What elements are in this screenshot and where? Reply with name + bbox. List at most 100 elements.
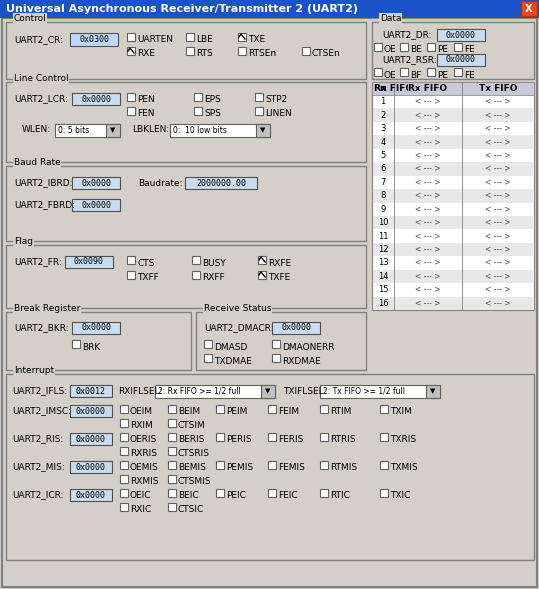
Bar — [72, 199, 120, 211]
Bar — [320, 385, 440, 398]
Bar — [168, 461, 176, 469]
Bar — [185, 177, 257, 189]
Text: Break Register: Break Register — [14, 304, 80, 313]
Text: PEMIS: PEMIS — [226, 464, 253, 472]
Text: < --- >: < --- > — [415, 245, 441, 254]
Text: RTSEn: RTSEn — [248, 49, 276, 58]
Text: 16: 16 — [378, 299, 388, 308]
Bar — [70, 385, 112, 397]
Text: FEMIS: FEMIS — [278, 464, 305, 472]
Text: 7: 7 — [381, 178, 386, 187]
Text: ▼: ▼ — [265, 389, 271, 395]
Text: ▼: ▼ — [430, 389, 436, 395]
Bar — [194, 93, 202, 101]
Bar — [6, 22, 366, 79]
Bar — [194, 107, 202, 115]
Text: OEIC: OEIC — [130, 491, 151, 501]
Bar — [127, 93, 135, 101]
Bar — [238, 47, 246, 55]
Text: DMASD: DMASD — [214, 342, 247, 352]
Text: BF: BF — [410, 71, 421, 80]
Bar — [261, 385, 275, 398]
Bar — [168, 489, 176, 497]
Text: < --- >: < --- > — [485, 299, 511, 308]
Text: BERIS: BERIS — [178, 435, 204, 445]
Text: 0: 5 bits: 0: 5 bits — [58, 126, 89, 135]
Text: RTS: RTS — [196, 49, 213, 58]
Text: BRK: BRK — [82, 342, 100, 352]
Bar — [320, 489, 328, 497]
Text: 0x0000: 0x0000 — [76, 462, 106, 472]
Text: 0x0300: 0x0300 — [79, 35, 109, 44]
Text: < --- >: < --- > — [415, 111, 441, 120]
Text: UART2_IMSC:: UART2_IMSC: — [12, 406, 71, 415]
Text: < --- >: < --- > — [485, 164, 511, 173]
Text: n: n — [380, 84, 386, 93]
Text: 0x0000: 0x0000 — [81, 94, 111, 104]
Bar — [0, 0, 539, 18]
Text: < --- >: < --- > — [485, 218, 511, 227]
Bar — [427, 43, 435, 51]
Text: TXFE: TXFE — [268, 273, 290, 283]
Bar — [186, 33, 194, 41]
Text: Interrupt: Interrupt — [14, 366, 54, 375]
Text: Control: Control — [14, 14, 47, 23]
Bar — [454, 68, 462, 76]
Bar — [120, 475, 128, 483]
Bar — [192, 271, 200, 279]
Bar — [320, 433, 328, 441]
Text: BEIM: BEIM — [178, 408, 200, 416]
Bar — [72, 177, 120, 189]
Text: 0x0000: 0x0000 — [81, 178, 111, 187]
Text: FEIM: FEIM — [278, 408, 299, 416]
Text: Baudrate:: Baudrate: — [138, 178, 183, 187]
Text: 14: 14 — [378, 272, 388, 281]
Bar — [373, 162, 533, 176]
Bar — [55, 124, 120, 137]
Bar — [238, 33, 246, 41]
Bar — [373, 108, 533, 122]
Bar — [374, 68, 382, 76]
Text: 0x0000: 0x0000 — [281, 323, 311, 333]
Bar — [374, 43, 382, 51]
Text: PE: PE — [437, 45, 448, 55]
Text: OEIM: OEIM — [130, 408, 153, 416]
Text: RTIC: RTIC — [330, 491, 350, 501]
Text: PERIS: PERIS — [226, 435, 252, 445]
Text: ▼: ▼ — [260, 127, 266, 134]
Bar — [380, 433, 388, 441]
Text: 0x0090: 0x0090 — [74, 257, 104, 266]
Bar — [372, 82, 534, 310]
Bar — [120, 447, 128, 455]
Bar — [70, 33, 118, 46]
Text: TXIM: TXIM — [390, 408, 412, 416]
Text: < --- >: < --- > — [415, 137, 441, 147]
Bar — [168, 503, 176, 511]
Text: RXIC: RXIC — [130, 505, 151, 515]
Text: < --- >: < --- > — [485, 191, 511, 200]
Text: < --- >: < --- > — [485, 111, 511, 120]
Text: < --- >: < --- > — [485, 137, 511, 147]
Text: RTRIS: RTRIS — [330, 435, 356, 445]
Text: PEN: PEN — [137, 95, 155, 104]
Text: Flag: Flag — [14, 237, 33, 246]
Text: LBE: LBE — [196, 35, 213, 45]
Bar — [437, 29, 485, 41]
Text: 12: 12 — [378, 245, 388, 254]
Bar — [120, 461, 128, 469]
Bar — [127, 107, 135, 115]
Text: 2: 2 — [381, 111, 385, 120]
Text: FEIC: FEIC — [278, 491, 298, 501]
Text: WLEN:: WLEN: — [22, 125, 51, 134]
Text: 0x0000: 0x0000 — [76, 435, 106, 444]
Text: 0:  10 low bits: 0: 10 low bits — [173, 126, 227, 135]
Text: Line Control: Line Control — [14, 74, 68, 83]
Text: 0x0000: 0x0000 — [76, 491, 106, 499]
Bar — [127, 47, 135, 55]
Text: CTSRIS: CTSRIS — [178, 449, 210, 458]
Text: RXFF: RXFF — [202, 273, 225, 283]
Text: TXDMAE: TXDMAE — [214, 356, 252, 366]
Text: 15: 15 — [378, 285, 388, 294]
Text: < --- >: < --- > — [485, 151, 511, 160]
Text: < --- >: < --- > — [485, 285, 511, 294]
